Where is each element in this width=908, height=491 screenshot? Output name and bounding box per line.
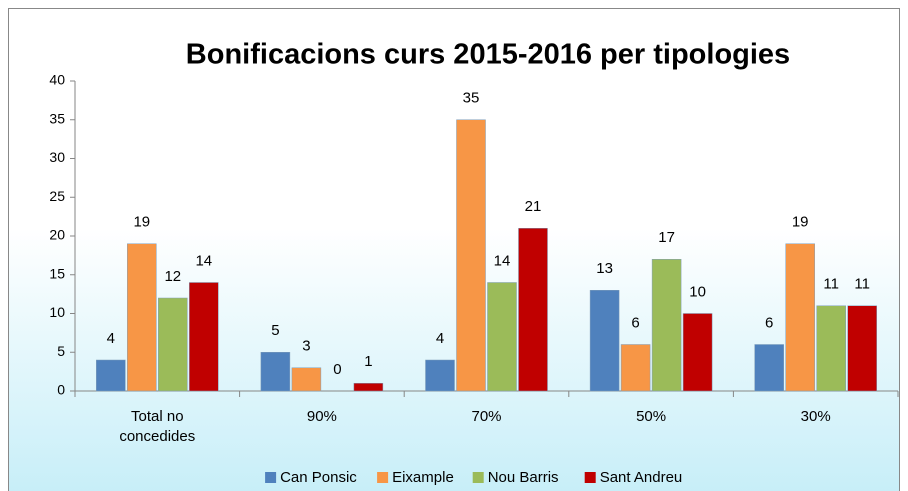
legend-label: Nou Barris — [488, 469, 559, 486]
y-tick-label: 35 — [49, 110, 65, 126]
legend-label: Can Ponsic — [280, 469, 357, 486]
data-label: 12 — [164, 268, 181, 285]
bar — [651, 259, 682, 392]
x-tick-label: 30% — [800, 408, 831, 425]
legend-swatch — [584, 472, 596, 483]
data-label: 35 — [463, 90, 480, 107]
y-tick-label: 15 — [49, 265, 65, 281]
bar — [96, 359, 126, 392]
chart-title: Bonificacions curs 2015-2016 per tipolog… — [186, 39, 790, 71]
data-label: 14 — [195, 252, 212, 269]
bar — [816, 305, 846, 392]
bar — [518, 228, 548, 392]
bar — [589, 290, 620, 392]
data-label: 17 — [658, 229, 675, 246]
bar — [847, 305, 877, 392]
y-tick-label: 25 — [49, 188, 65, 204]
data-label: 6 — [765, 314, 773, 331]
bar — [158, 297, 188, 392]
chart-background — [8, 8, 900, 491]
data-label: 6 — [631, 314, 639, 331]
data-label: 5 — [271, 322, 279, 339]
bar — [682, 313, 713, 392]
legend-swatch — [265, 472, 277, 483]
y-tick-label: 5 — [57, 343, 65, 359]
data-label: 21 — [525, 198, 542, 215]
legend-swatch — [377, 472, 389, 483]
data-label: 13 — [596, 260, 613, 277]
y-tick-label: 30 — [49, 149, 65, 165]
legend-swatch — [472, 472, 484, 483]
data-label: 1 — [364, 353, 372, 370]
data-label: 3 — [302, 338, 310, 355]
x-tick-label: 90% — [306, 408, 337, 425]
bar — [620, 344, 651, 392]
data-label: 14 — [494, 252, 511, 269]
legend-label: Eixample — [392, 469, 454, 486]
bar — [456, 119, 486, 392]
bar — [353, 383, 384, 392]
bar — [785, 243, 815, 392]
bar — [754, 344, 784, 392]
y-tick-label: 20 — [49, 227, 65, 243]
legend-label: Sant Andreu — [600, 469, 683, 486]
data-label: 11 — [854, 276, 870, 293]
data-label: 4 — [107, 330, 115, 347]
data-label: 10 — [689, 283, 706, 300]
x-tick-label: 70% — [471, 408, 502, 425]
y-tick-label: 10 — [49, 304, 65, 320]
x-tick-label: Total no concedides — [119, 408, 196, 445]
y-tick-label: 0 — [57, 382, 65, 398]
data-label: 19 — [792, 214, 809, 231]
bar — [189, 282, 219, 392]
bar — [127, 243, 157, 392]
bar — [487, 282, 517, 392]
x-tick-label: 50% — [636, 408, 667, 425]
data-label: 4 — [436, 330, 444, 347]
bar — [425, 359, 455, 392]
data-label: 19 — [133, 214, 150, 231]
bar — [260, 352, 291, 392]
data-label: 11 — [823, 276, 839, 293]
data-label: 0 — [333, 361, 341, 378]
y-tick-label: 40 — [49, 72, 65, 88]
bar — [291, 367, 322, 392]
